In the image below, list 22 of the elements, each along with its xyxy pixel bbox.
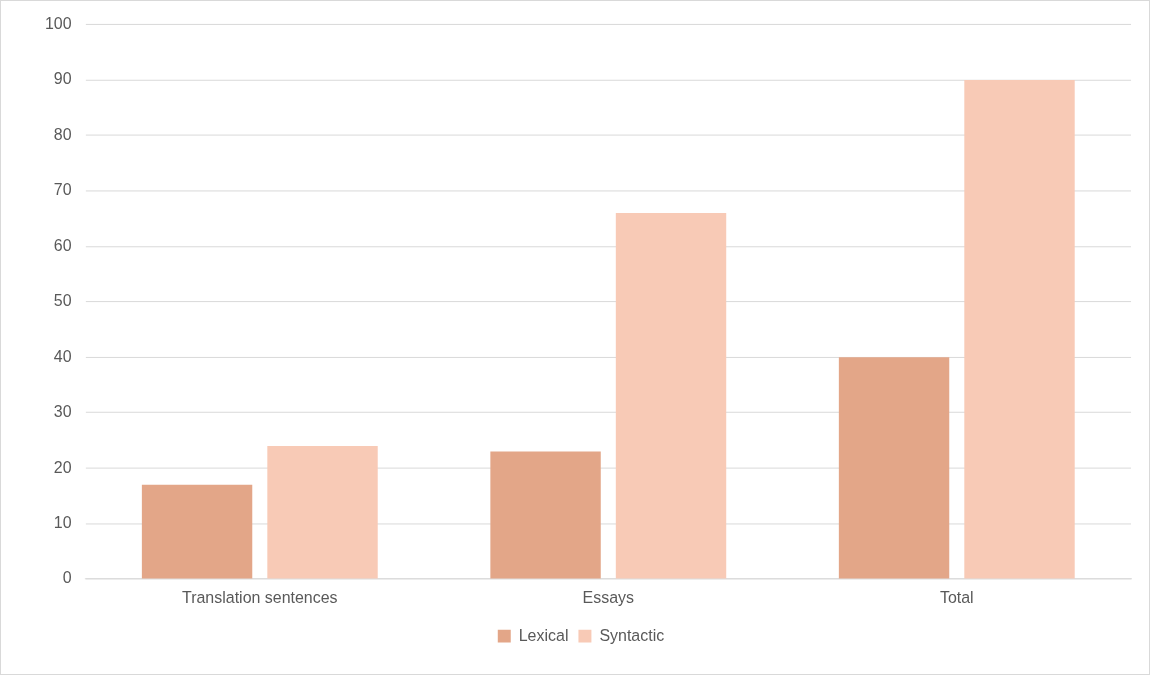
y-tick-label: 60	[53, 236, 72, 254]
x-tick-label: Translation sentences	[182, 589, 338, 607]
y-tick-label: 100	[44, 14, 72, 32]
y-tick-label: 10	[53, 514, 72, 532]
bar	[141, 484, 253, 579]
bar	[838, 357, 950, 579]
bar	[267, 445, 378, 579]
bar	[490, 451, 601, 579]
bar	[964, 79, 1075, 579]
bar	[615, 213, 727, 579]
y-tick-label: 90	[53, 70, 72, 88]
legend-label: Syntactic	[599, 626, 665, 644]
y-tick-label: 50	[53, 292, 72, 310]
legend-label: Lexical	[518, 626, 569, 644]
y-tick-label: 0	[62, 569, 72, 587]
y-tick-label: 40	[53, 347, 72, 365]
x-tick-label: Total	[939, 589, 974, 607]
y-tick-label: 20	[53, 458, 72, 476]
y-tick-label: 30	[53, 403, 72, 421]
y-tick-label: 70	[53, 181, 72, 199]
y-tick-label: 80	[53, 125, 72, 143]
x-tick-label: Essays	[582, 589, 635, 607]
